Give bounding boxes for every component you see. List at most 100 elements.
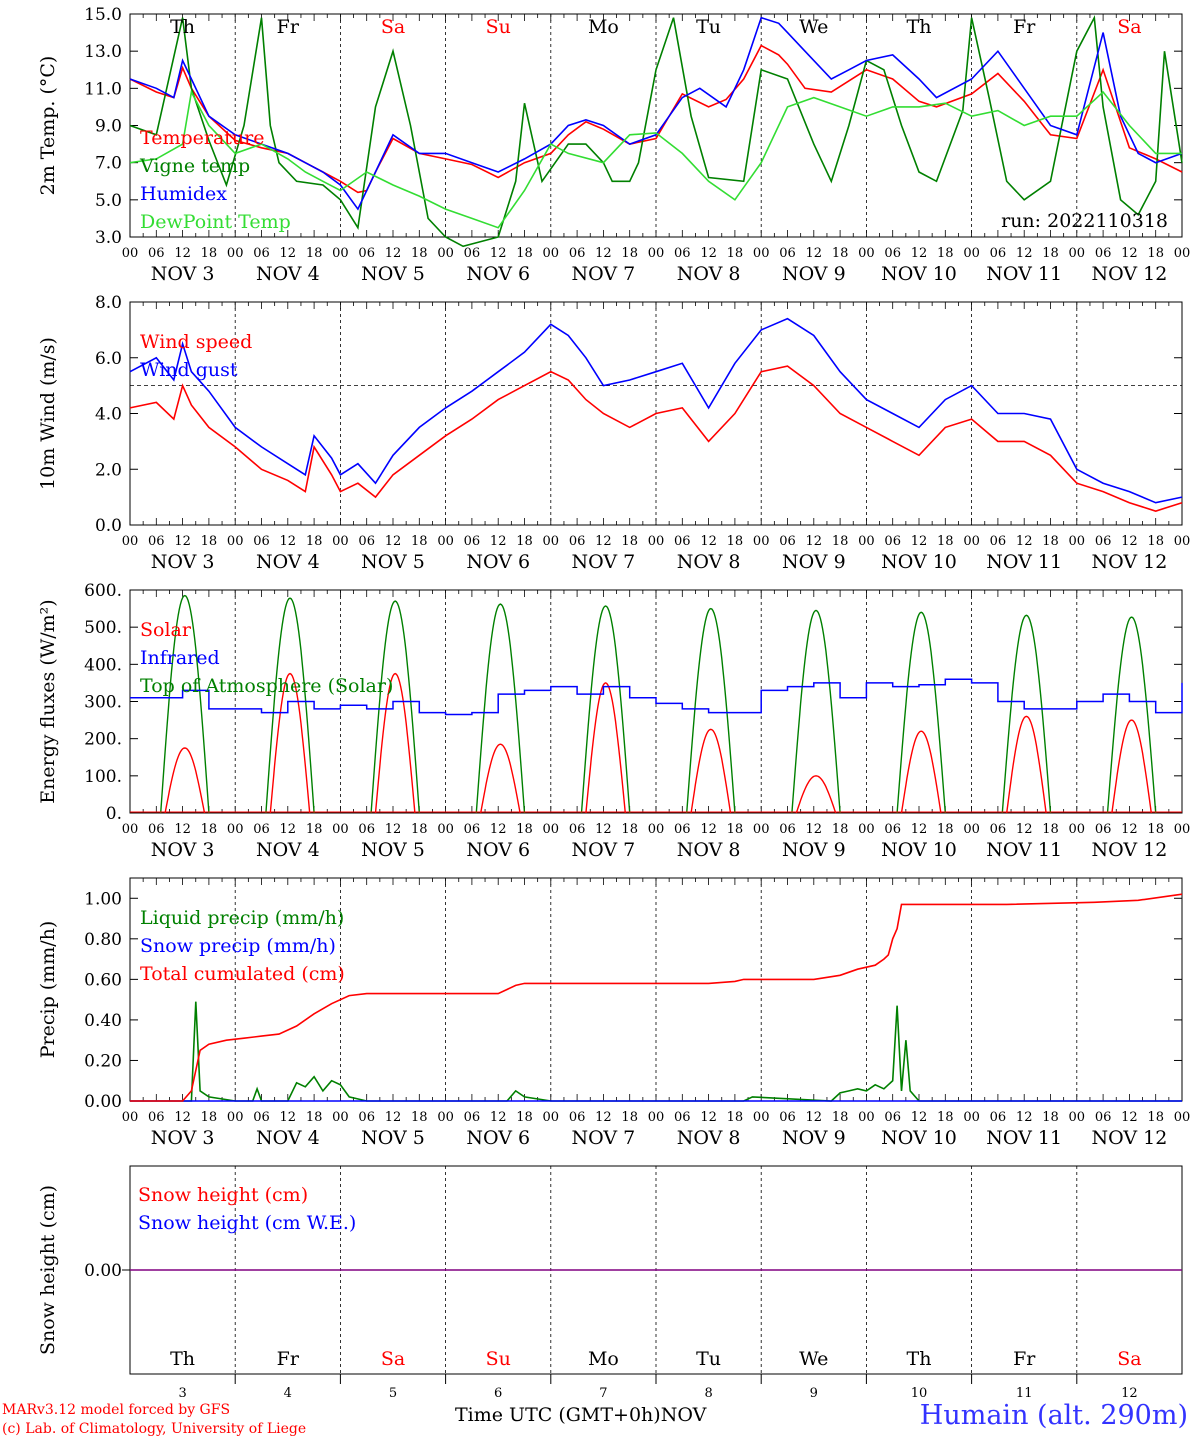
hour-label: 18 [1147, 534, 1164, 549]
day-number-label: 11 [1016, 1386, 1033, 1401]
hour-label: 18 [832, 1110, 849, 1125]
day-name-label: Sa [381, 16, 405, 38]
hour-label: 18 [621, 1110, 638, 1125]
y-tick-label: 300. [84, 693, 122, 713]
flux-day-curve [370, 600, 420, 814]
hour-label: 06 [674, 822, 691, 837]
date-label: NOV 5 [361, 839, 425, 861]
date-label: NOV 3 [151, 1127, 215, 1149]
hour-label: 18 [411, 534, 428, 549]
snow-height-panel: Snow height (cm) 0.00 Snow height (cm) Snow… [37, 1165, 1183, 1401]
hour-label: 18 [727, 1110, 744, 1125]
hour-label: 06 [569, 246, 586, 261]
hour-label: 06 [990, 1110, 1007, 1125]
date-label: NOV 10 [881, 551, 957, 573]
hour-label: 06 [464, 822, 481, 837]
flux-day-curve [795, 775, 837, 814]
run-annotation: run: 2022110318 [1001, 210, 1168, 232]
hour-label: 00 [963, 822, 980, 837]
day-name-label: Su [486, 16, 511, 38]
hour-label: 06 [1095, 534, 1112, 549]
hour-label: 12 [700, 1110, 717, 1125]
hour-label: 12 [385, 246, 402, 261]
legend-entry: Solar [140, 619, 192, 641]
y-tick-label: 7.0 [95, 154, 122, 174]
hour-label: 12 [1121, 534, 1138, 549]
hour-label: 18 [201, 534, 218, 549]
hour-label: 06 [884, 246, 901, 261]
hour-label: 12 [595, 534, 612, 549]
hour-label: 06 [884, 822, 901, 837]
date-label: NOV 9 [782, 1127, 846, 1149]
hour-label: 06 [779, 246, 796, 261]
hour-label: 12 [1016, 822, 1033, 837]
hour-label: 12 [385, 534, 402, 549]
y-tick-label: 400. [84, 655, 122, 675]
hour-label: 00 [963, 1110, 980, 1125]
day-name-label: Fr [1013, 16, 1036, 38]
hour-label: 18 [516, 534, 533, 549]
y-tick-label: 1.00 [84, 889, 122, 909]
date-label: NOV 9 [782, 839, 846, 861]
hour-label: 18 [621, 246, 638, 261]
date-label: NOV 7 [572, 1127, 636, 1149]
hour-label: 06 [148, 246, 165, 261]
series-line-wind-gust [129, 317, 1183, 504]
y-tick-label: 9.0 [95, 117, 122, 137]
hour-label: 12 [1016, 246, 1033, 261]
day-number-label: 3 [178, 1386, 186, 1401]
hour-label: 00 [963, 246, 980, 261]
flux-day-curve [475, 603, 526, 814]
hour-label: 06 [779, 822, 796, 837]
hour-label: 00 [332, 534, 349, 549]
hour-label: 12 [700, 534, 717, 549]
hour-label: 12 [595, 246, 612, 261]
legend-entry: Humidex [140, 183, 227, 205]
date-label: NOV 3 [151, 551, 215, 573]
hour-label: 18 [937, 1110, 954, 1125]
day-number-label: 12 [1121, 1386, 1138, 1401]
date-label: NOV 8 [677, 839, 741, 861]
y-tick-label: 0.80 [84, 930, 122, 950]
flux-day-curve [690, 728, 732, 814]
hour-label: 00 [1069, 822, 1086, 837]
hour-label: 00 [543, 822, 560, 837]
hour-label: 06 [253, 246, 270, 261]
hour-label: 00 [227, 246, 244, 261]
day-number-label: 9 [810, 1386, 818, 1401]
day-name-label: Mo [588, 16, 619, 38]
hour-label: 06 [990, 246, 1007, 261]
hour-label: 12 [911, 822, 928, 837]
date-label: NOV 6 [466, 1127, 530, 1149]
hour-label: 06 [358, 534, 375, 549]
series-line-infrared [130, 678, 1183, 716]
wind-panel: 00 06 12 18 00 06 12 18 00 06 12 18 00 06 12 18 00 06 12 18… [37, 293, 1190, 573]
hour-label: 12 [700, 822, 717, 837]
day-name-label: We [799, 1348, 828, 1370]
hour-label: 00 [1069, 534, 1086, 549]
date-label: NOV 10 [881, 839, 957, 861]
date-label: NOV 11 [986, 551, 1062, 573]
month-label: NOV [660, 1404, 707, 1426]
y-axis-label: Snow height (cm) [37, 1185, 59, 1355]
day-name-label: Tu [696, 16, 721, 38]
hour-label: 18 [516, 1110, 533, 1125]
time-utc-label: Time UTC (GMT+0h) [455, 1404, 661, 1426]
date-label: NOV 4 [256, 551, 320, 573]
date-label: NOV 12 [1091, 1127, 1167, 1149]
hour-label: 00 [1174, 822, 1191, 837]
series-line-vigne-temp [129, 14, 1183, 248]
temperature-panel: 00 06 12 18 00 06 12 18 00 06 12 18 00 06 12 18 00 06 12 18… [37, 5, 1190, 285]
hour-label: 00 [648, 246, 665, 261]
hour-label: 18 [516, 822, 533, 837]
hour-label: 18 [1147, 1110, 1164, 1125]
hour-label: 06 [358, 1110, 375, 1125]
hour-label: 00 [543, 1110, 560, 1125]
hour-label: 18 [621, 534, 638, 549]
hour-label: 12 [490, 246, 507, 261]
flux-day-curve [164, 747, 206, 814]
hour-label: 12 [806, 534, 823, 549]
flux-day-curve [896, 611, 946, 814]
hour-label: 00 [1069, 1110, 1086, 1125]
date-label: NOV 6 [466, 551, 530, 573]
